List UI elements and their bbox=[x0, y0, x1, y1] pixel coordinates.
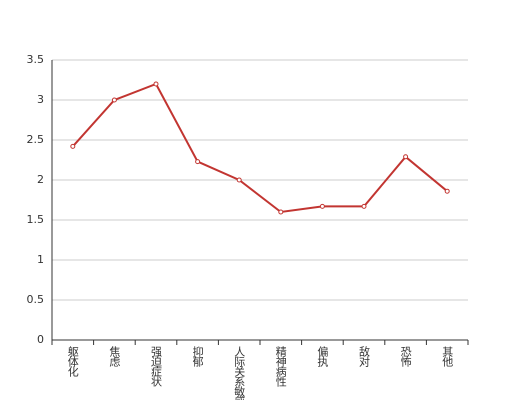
x-tick-label: 躯体化 bbox=[66, 346, 79, 378]
y-tick-label: 1 bbox=[37, 253, 44, 266]
y-tick-label: 3.5 bbox=[27, 53, 45, 66]
x-tick-label: 精神病性 bbox=[274, 346, 287, 388]
point bbox=[278, 209, 284, 215]
x-tick-label: 抑郁 bbox=[191, 345, 204, 367]
point bbox=[444, 188, 450, 194]
point bbox=[403, 154, 409, 160]
line bbox=[72, 82, 448, 214]
x-tick-label: 敌对 bbox=[358, 345, 371, 367]
y-tick-label: 1.5 bbox=[27, 213, 45, 226]
point bbox=[236, 177, 242, 183]
point bbox=[195, 159, 201, 165]
y-tick-label: 0 bbox=[37, 333, 44, 346]
y-tick-label: 2.5 bbox=[27, 133, 45, 146]
point bbox=[111, 97, 117, 103]
x-tick-label: 偏执 bbox=[316, 345, 329, 368]
x-tick-label: 其他 bbox=[441, 346, 454, 367]
y-tick-label: 2 bbox=[37, 173, 44, 186]
point bbox=[153, 81, 159, 87]
point bbox=[70, 143, 76, 149]
point bbox=[319, 203, 325, 209]
x-tick-label: 焦虑 bbox=[108, 346, 121, 367]
point bbox=[361, 203, 367, 209]
y-tick-label: 3 bbox=[37, 93, 44, 106]
x-tick-label: 强迫症状 bbox=[150, 346, 163, 387]
x-tick-label: 人际关系敏感 bbox=[233, 346, 246, 400]
y-tick-label: 0.5 bbox=[27, 293, 45, 306]
x-tick-label: 恐怖 bbox=[399, 346, 412, 367]
